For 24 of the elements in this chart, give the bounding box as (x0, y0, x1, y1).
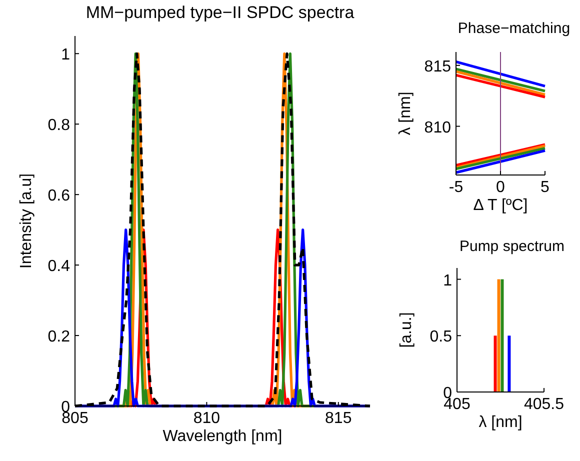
x-tick-label: 815 (325, 410, 352, 427)
x-axis-title: Wavelength [nm] (162, 428, 282, 445)
y-axis-title: [a.u.] (398, 312, 415, 348)
x-tick-label: -5 (448, 179, 464, 196)
y-axis-title: Intensity [a.u] (18, 173, 35, 269)
y-tick-label: 0.6 (48, 188, 70, 205)
y-tick-label: 810 (424, 119, 452, 136)
y-tick-label: 0.5 (430, 328, 452, 346)
y-tick-label: 1 (61, 46, 70, 64)
x-tick-label: 405.5 (524, 396, 564, 413)
x-tick-label: 5 (540, 179, 550, 196)
y-tick-label: 0.8 (48, 117, 70, 134)
y-axis-title: λ [nm] (397, 92, 414, 136)
y-tick-label: 0.2 (48, 328, 70, 346)
y-tick-label: 0.4 (48, 258, 70, 276)
chart-title: Phase−matching (458, 20, 570, 37)
y-tick-label: 1 (443, 272, 452, 290)
chart-title: MM−pumped type−II SPDC spectra (86, 3, 355, 22)
y-tick-label: 815 (424, 58, 452, 76)
chart-title: Pump spectrum (459, 238, 565, 255)
x-axis-title: λ [nm] (478, 414, 522, 431)
x-tick-label: 0 (496, 179, 506, 196)
x-tick-label: 810 (193, 410, 220, 427)
x-axis-title: Δ T [ºC] (473, 197, 528, 214)
